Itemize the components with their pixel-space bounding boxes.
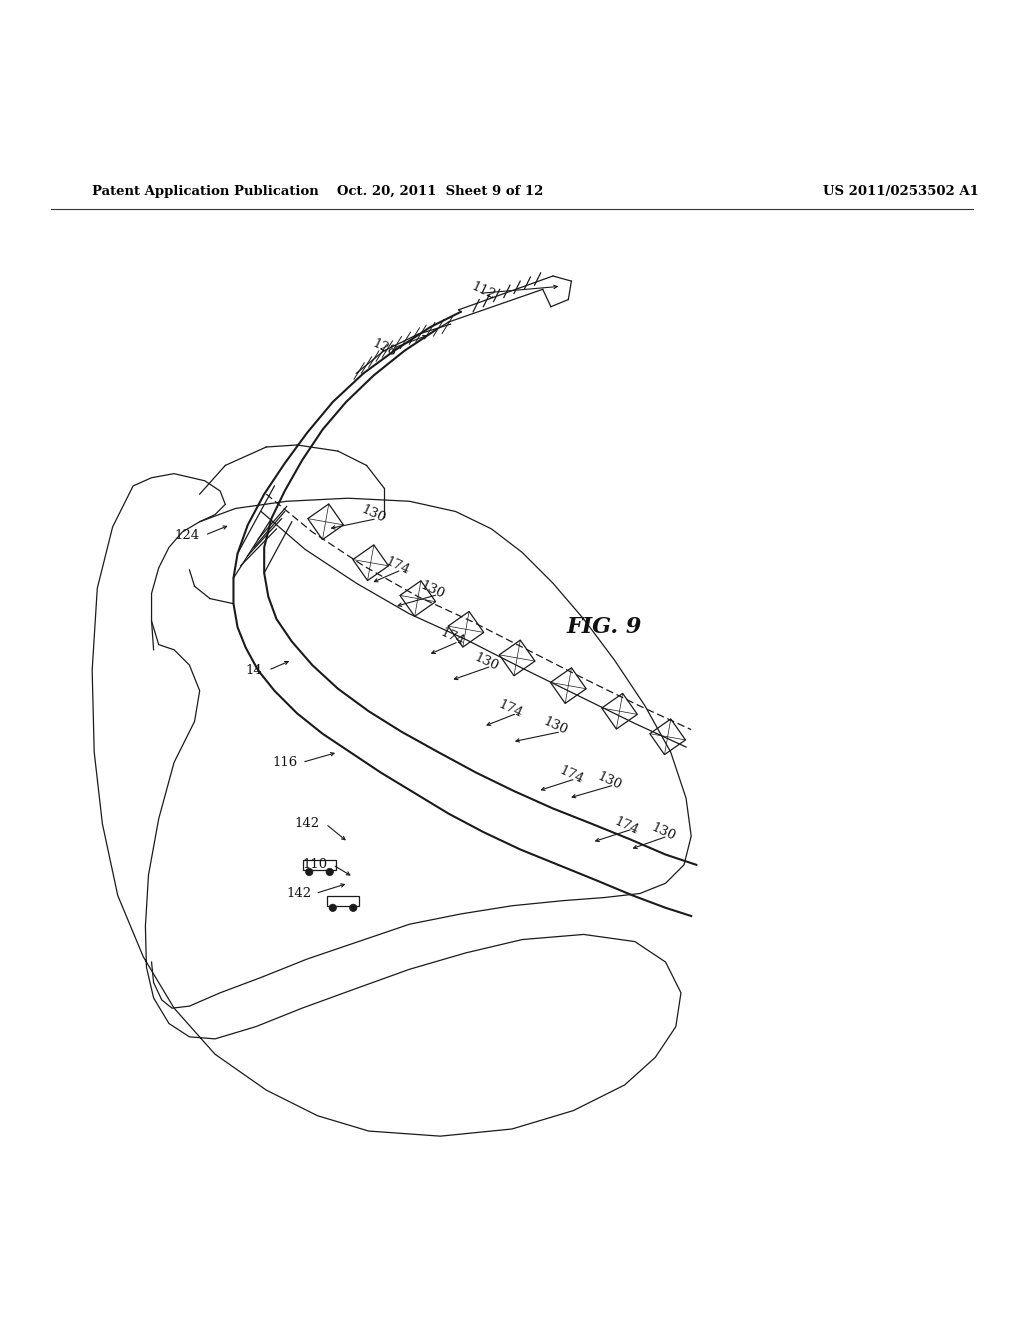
Text: 128: 128 [370, 337, 398, 359]
Text: 174: 174 [438, 626, 467, 648]
Text: 110: 110 [303, 858, 328, 871]
Text: 174: 174 [496, 698, 524, 721]
Circle shape [326, 869, 334, 875]
Text: 142: 142 [295, 817, 319, 830]
Text: 130: 130 [359, 503, 388, 525]
Text: 174: 174 [383, 554, 412, 577]
Circle shape [349, 904, 357, 912]
Text: US 2011/0253502 A1: US 2011/0253502 A1 [823, 185, 979, 198]
Circle shape [305, 869, 313, 875]
Text: 112: 112 [469, 280, 498, 302]
Circle shape [329, 904, 337, 912]
Text: FIG. 9: FIG. 9 [566, 616, 642, 639]
Text: 130: 130 [595, 770, 624, 792]
Text: 130: 130 [649, 821, 678, 843]
Text: 174: 174 [612, 814, 641, 837]
Text: Patent Application Publication: Patent Application Publication [92, 185, 318, 198]
Text: 130: 130 [418, 579, 446, 602]
Text: Oct. 20, 2011  Sheet 9 of 12: Oct. 20, 2011 Sheet 9 of 12 [337, 185, 544, 198]
FancyBboxPatch shape [303, 859, 336, 870]
Text: 124: 124 [175, 528, 200, 541]
Text: 14: 14 [246, 664, 262, 677]
Text: 174: 174 [557, 763, 586, 785]
Text: 116: 116 [272, 756, 297, 768]
Text: 130: 130 [541, 715, 569, 738]
FancyBboxPatch shape [327, 895, 359, 906]
Text: 142: 142 [287, 887, 311, 900]
Text: 130: 130 [472, 651, 501, 673]
